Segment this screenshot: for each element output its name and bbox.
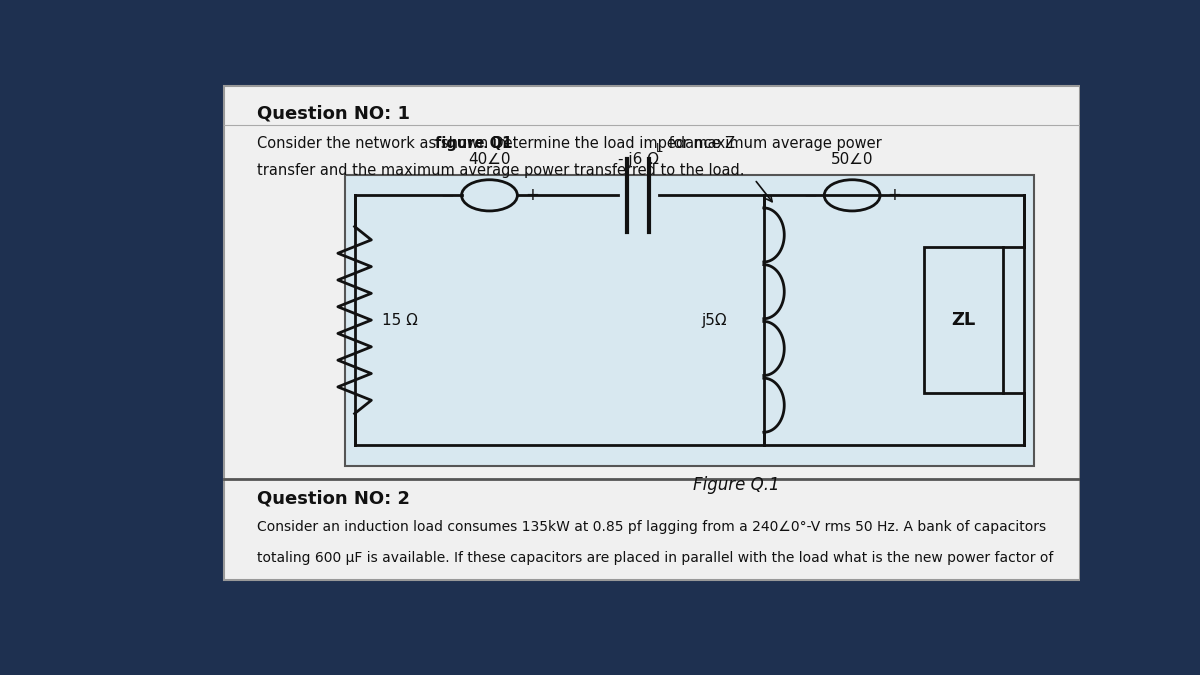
Text: transfer and the maximum average power transferred to the load.: transfer and the maximum average power t…: [257, 163, 744, 178]
Text: - j6 Ω: - j6 Ω: [618, 152, 659, 167]
Text: +: +: [888, 186, 901, 205]
Text: 40∠0: 40∠0: [468, 152, 511, 167]
Text: +: +: [524, 186, 539, 205]
Text: L: L: [656, 142, 662, 155]
Text: 15 Ω: 15 Ω: [383, 313, 419, 327]
Text: ZL: ZL: [952, 311, 976, 329]
Text: Consider the network as shown in: Consider the network as shown in: [257, 136, 511, 151]
FancyBboxPatch shape: [224, 86, 1080, 580]
Text: Question NO: 2: Question NO: 2: [257, 489, 410, 507]
Text: totaling 600 μF is available. If these capacitors are placed in parallel with th: totaling 600 μF is available. If these c…: [257, 551, 1054, 566]
Text: j5Ω: j5Ω: [701, 313, 727, 327]
Text: . Determine the load impedance Z: . Determine the load impedance Z: [484, 136, 736, 151]
FancyBboxPatch shape: [924, 247, 1003, 393]
Text: Question NO: 1: Question NO: 1: [257, 105, 410, 122]
Text: Consider an induction load consumes 135kW at 0.85 pf lagging from a 240∠0°-V rms: Consider an induction load consumes 135k…: [257, 520, 1046, 534]
Text: Figure Q.1: Figure Q.1: [692, 476, 779, 494]
Text: figure Q1: figure Q1: [434, 136, 512, 151]
Text: 50∠0: 50∠0: [830, 152, 874, 167]
Text: for maximum average power: for maximum average power: [664, 136, 881, 151]
Text: −: −: [803, 186, 817, 205]
FancyBboxPatch shape: [346, 175, 1033, 466]
Text: −: −: [440, 186, 454, 205]
